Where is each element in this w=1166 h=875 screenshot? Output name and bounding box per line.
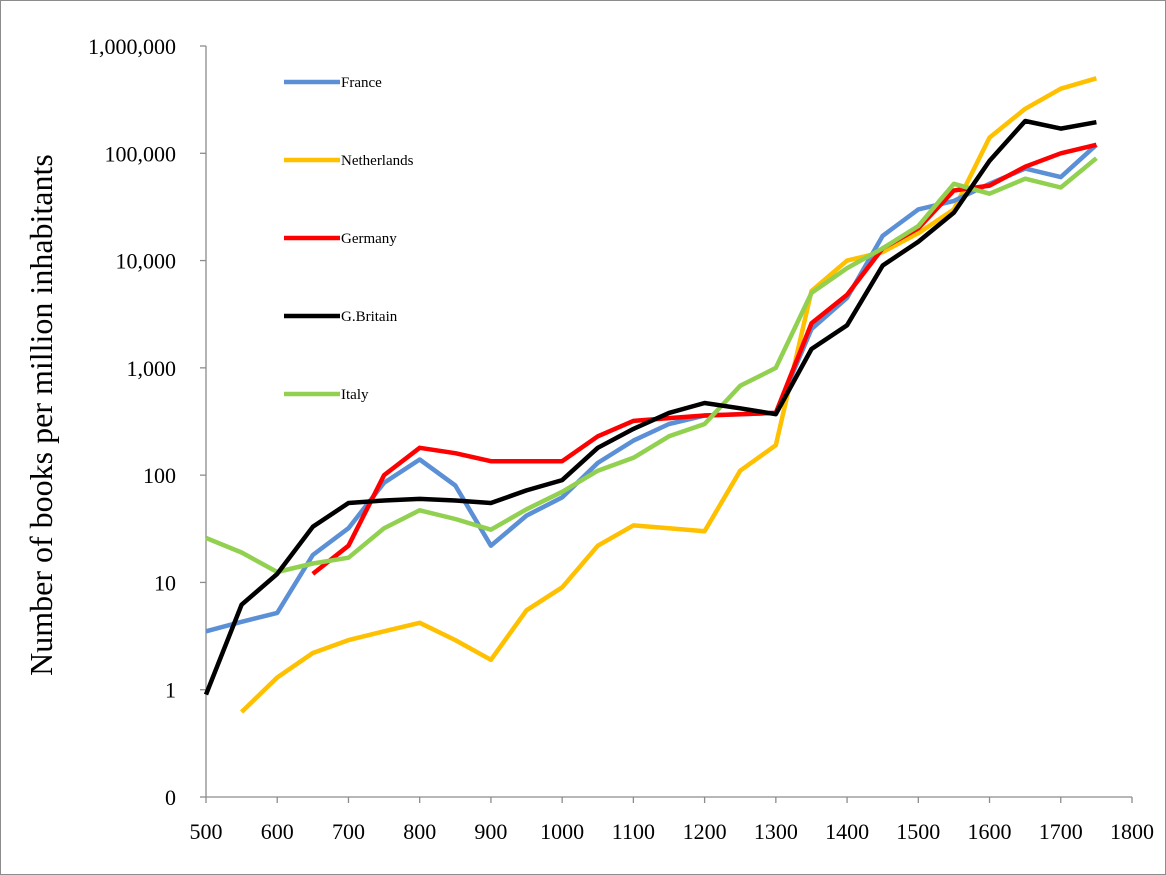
x-axis-ticks: 500 600 700 800 900 1000 1100 1200 1300 1400 1500 1… <box>190 797 1154 844</box>
x-tick-label: 800 <box>403 819 436 844</box>
x-tick-label: 1000 <box>540 819 584 844</box>
x-tick-label: 1700 <box>1039 819 1083 844</box>
y-tick-label: 10 <box>154 570 176 595</box>
x-tick-label: 700 <box>332 819 365 844</box>
y-tick-label: 0 <box>165 785 176 810</box>
x-tick-label: 1500 <box>896 819 940 844</box>
x-tick-label: 1600 <box>968 819 1012 844</box>
legend-label-germany: Germany <box>341 231 397 247</box>
y-tick-label: 100,000 <box>105 141 177 166</box>
y-tick-label: 1,000 <box>127 356 177 381</box>
series-line-germany <box>311 142 1097 576</box>
series-line-france <box>205 143 1098 634</box>
legend-label-g-britain: G.Britain <box>341 309 398 325</box>
x-tick-label: 900 <box>474 819 507 844</box>
x-tick-label: 1200 <box>683 819 727 844</box>
series-line-g-britain <box>203 118 1097 696</box>
series-lines <box>203 76 1098 714</box>
legend-label-italy: Italy <box>341 387 369 403</box>
x-tick-label: 1100 <box>612 819 655 844</box>
y-axis-title: Number of books per million inhabitants <box>23 154 59 676</box>
legend-label-france: France <box>341 75 382 91</box>
y-tick-label: 1,000,000 <box>88 34 176 59</box>
x-tick-label: 1400 <box>825 819 869 844</box>
series-line-netherlands <box>240 76 1098 714</box>
y-axis-ticks: 0 1 10 100 1,000 10,000 100,000 1,000,000 <box>88 34 206 810</box>
x-tick-label: 600 <box>261 819 294 844</box>
series-line-italy <box>205 156 1098 575</box>
axes <box>205 46 1132 798</box>
y-tick-label: 100 <box>143 463 176 488</box>
x-tick-label: 500 <box>190 819 223 844</box>
x-tick-label: 1800 <box>1110 819 1154 844</box>
x-tick-label: 1300 <box>754 819 798 844</box>
legend: France Netherlands Germany G.Britain Italy <box>284 75 414 403</box>
y-tick-label: 1 <box>165 678 176 703</box>
legend-label-netherlands: Netherlands <box>341 153 414 169</box>
y-tick-label: 10,000 <box>116 249 177 274</box>
